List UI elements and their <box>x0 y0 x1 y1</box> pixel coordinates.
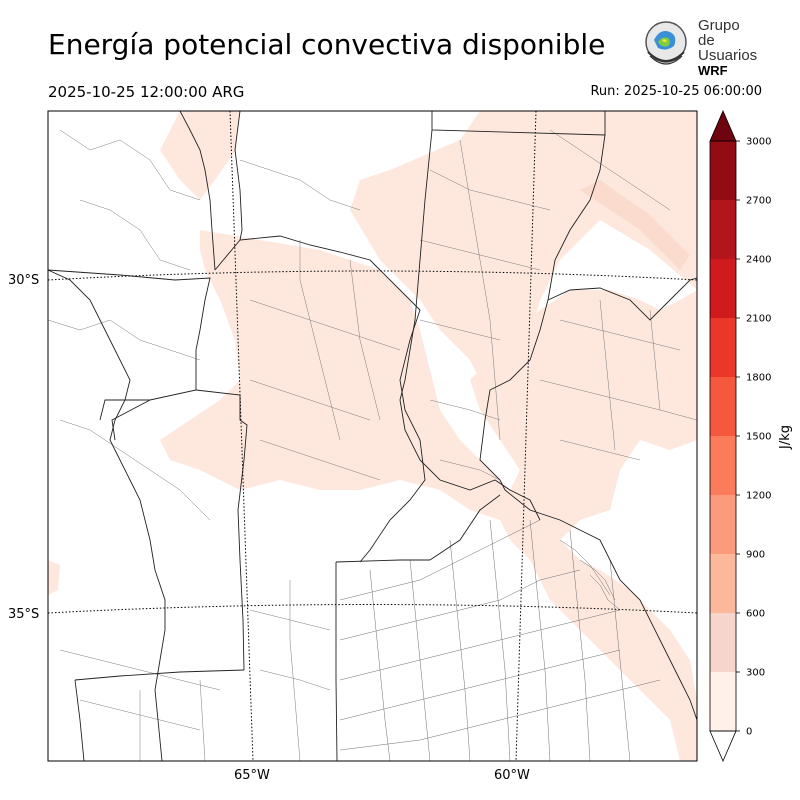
colorbar-tick-label: 600 <box>746 609 765 620</box>
colorbar-segment <box>710 200 736 259</box>
colorbar-tick-label: 0 <box>746 727 752 738</box>
run-time: Run: 2025-10-25 06:00:00 <box>590 84 762 99</box>
province-boundaries <box>48 111 697 761</box>
map-frame <box>47 110 698 762</box>
cape-streak <box>580 180 690 270</box>
cape-shading <box>48 111 697 761</box>
lon-label-60w: 60°W <box>494 768 530 783</box>
colorbar-segment <box>710 436 736 495</box>
lat-label-35s: 35°S <box>8 607 39 622</box>
lat-label-30s: 30°S <box>8 273 39 288</box>
department-boundaries <box>48 129 697 761</box>
colorbar-extend-max <box>709 109 737 142</box>
colorbar-segment <box>710 141 736 200</box>
logo-line-2: Usuarios <box>698 47 758 64</box>
colorbar-tick-label: 2700 <box>746 196 771 207</box>
globe-logo-icon <box>645 21 687 65</box>
colorbar-tick-label: 300 <box>746 668 765 679</box>
colorbar-tick-label: 1500 <box>746 432 771 443</box>
page-title: Energía potencial convectiva disponible <box>48 28 606 61</box>
colorbar-tick-label: 2100 <box>746 314 771 325</box>
colorbar-segment <box>710 259 736 318</box>
map-area <box>48 111 697 761</box>
colorbar-extend-min <box>709 730 737 763</box>
colorbar-tick-label: 3000 <box>746 137 771 148</box>
colorbar-tick-label: 1200 <box>746 491 771 502</box>
wrf-logo: Grupo de Usuarios WRF <box>638 16 758 78</box>
partido-boundaries <box>339 519 661 761</box>
colorbar: 0 300 600 900 1200 1500 1800 2100 2400 2700 3000 <box>709 109 771 763</box>
lon-label-65w: 65°W <box>234 768 270 783</box>
colorbar-segment <box>710 554 736 613</box>
colorbar-segment <box>710 495 736 554</box>
colorbar-tick-label: 900 <box>746 550 765 561</box>
graticule <box>48 111 697 761</box>
logo-line-1: Grupo de <box>698 17 740 49</box>
colorbar-segment <box>710 318 736 377</box>
valid-time: 2025-10-25 12:00:00 ARG <box>48 83 245 101</box>
colorbar-segment <box>710 672 736 731</box>
colorbar-label: J/kg <box>778 425 793 450</box>
colorbar-segment <box>710 613 736 672</box>
colorbar-tick-label: 2400 <box>746 255 771 266</box>
logo-line-3: WRF <box>698 63 728 78</box>
colorbar-tick-label: 1800 <box>746 373 771 384</box>
colorbar-segment <box>710 377 736 436</box>
